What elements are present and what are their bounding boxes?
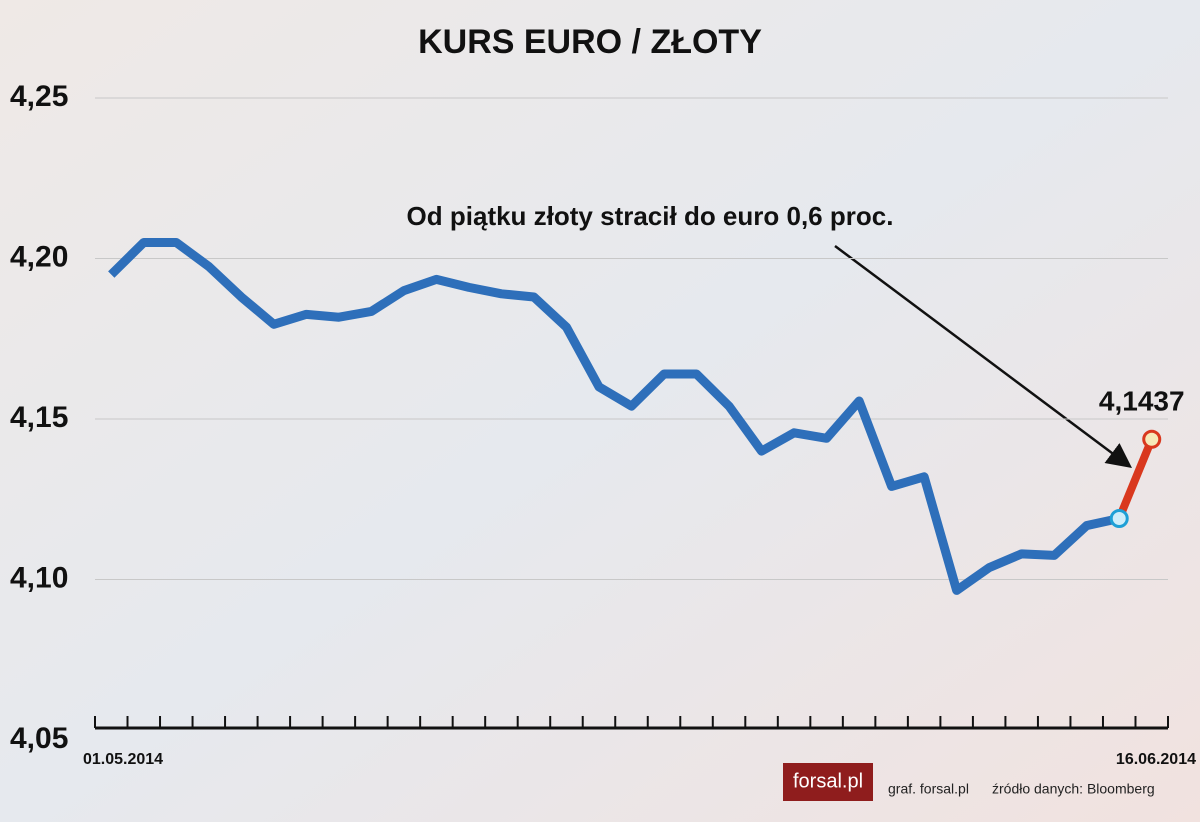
source: źródło danych: Bloomberg xyxy=(992,781,1155,797)
y-tick-label: 4,15 xyxy=(10,401,68,434)
logo: forsal.pl xyxy=(793,770,863,792)
y-tick-label: 4,05 xyxy=(10,722,68,755)
annotation: Od piątku złoty stracił do euro 0,6 proc… xyxy=(407,201,894,231)
x-tick-label: 16.06.2014 xyxy=(1116,751,1196,768)
y-tick-label: 4,25 xyxy=(10,80,68,113)
credit: graf. forsal.pl xyxy=(888,781,969,797)
y-tick-label: 4,10 xyxy=(10,561,68,594)
value-label: 4,1437 xyxy=(1099,386,1185,417)
point xyxy=(1142,429,1162,449)
annotation-arrow xyxy=(834,244,1133,468)
x-tick-label: 01.05.2014 xyxy=(83,751,163,768)
logo-box xyxy=(783,763,873,801)
chart-title: KURS EURO / ZŁOTY xyxy=(418,23,762,61)
y-tick-label: 4,20 xyxy=(10,240,68,273)
point xyxy=(1109,509,1129,529)
line xyxy=(108,237,1121,595)
line-highlight xyxy=(1115,437,1156,521)
